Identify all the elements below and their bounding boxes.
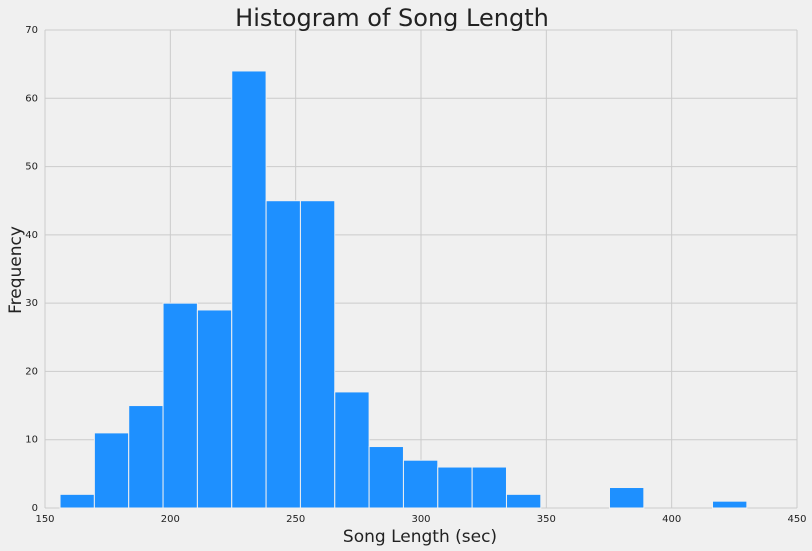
histogram-bar-3 [162,302,198,509]
x-axis-label: Song Length (sec) [343,527,497,547]
y-tick-label-4: 40 [25,230,38,241]
histogram-bar-9 [368,446,404,509]
x-tick-label-2: 250 [286,514,305,525]
histogram-bar-6 [265,200,301,509]
y-tick-label-3: 30 [25,298,38,309]
y-axis-label: Frequency [6,226,26,314]
y-tick-label-5: 50 [25,162,38,173]
x-tick-label-1: 200 [161,514,180,525]
histogram-bar-1 [93,432,130,509]
histogram-bar-2 [128,405,164,509]
histogram-bar-11 [437,466,473,509]
histogram-bar-0 [59,493,95,509]
histogram-bar-8 [334,391,370,509]
histogram-bar-7 [299,200,336,509]
y-tick-label-1: 10 [25,435,38,446]
x-tick-label-6: 450 [787,514,806,525]
histogram-bar-5 [231,70,267,509]
x-tick-label-4: 350 [537,514,556,525]
histogram-bar-4 [196,309,233,509]
y-tick-label-0: 0 [32,503,38,514]
histogram-bar-16 [609,487,645,509]
y-tick-label-6: 60 [25,93,38,104]
histogram-bar-13 [505,493,542,509]
x-tick-label-3: 300 [411,514,430,525]
x-tick-label-0: 150 [35,514,54,525]
y-tick-label-7: 70 [25,25,38,36]
x-tick-label-5: 400 [662,514,681,525]
histogram-bar-10 [402,459,439,509]
y-tick-label-2: 20 [25,366,38,377]
grid-lines [44,29,798,509]
chart-title: Histogram of Song Length [235,4,549,32]
histogram-bars [59,70,748,509]
tick-labels: 150 200 250 300 350 400 450 0 10 20 30 40 50 60 70 [25,25,806,525]
histogram-bar-19 [712,500,748,509]
histogram-bar-12 [471,466,507,509]
